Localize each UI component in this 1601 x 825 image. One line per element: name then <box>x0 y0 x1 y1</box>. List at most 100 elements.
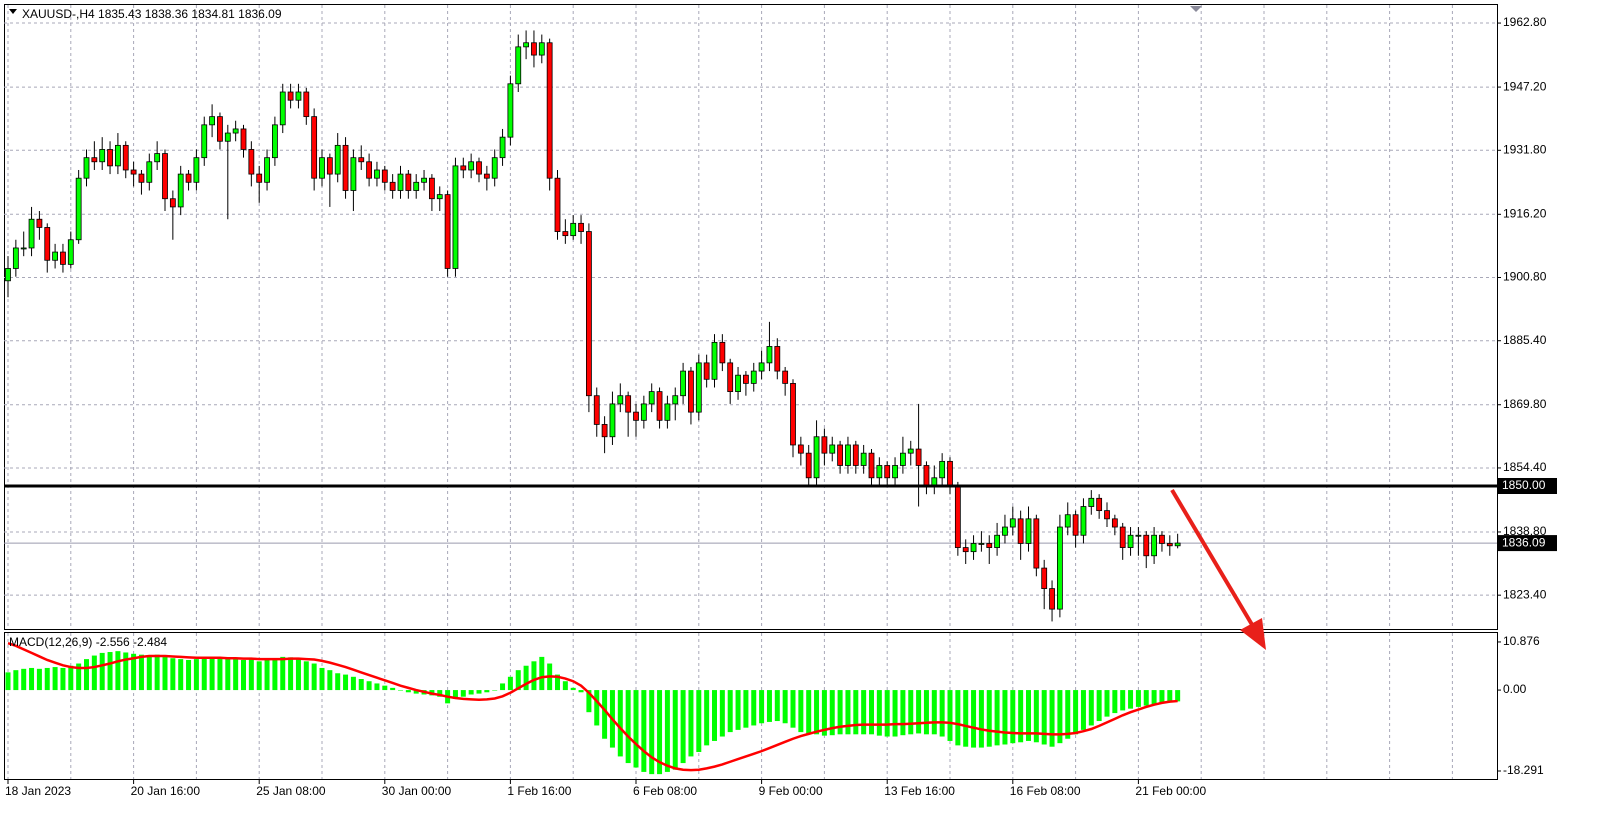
x-tick-label: 20 Jan 16:00 <box>131 784 201 798</box>
candle-body <box>719 341 726 364</box>
candle-body <box>232 128 239 134</box>
macd-bar <box>366 681 372 691</box>
candle-body <box>201 124 208 159</box>
candle-body <box>1072 514 1079 536</box>
macd-bar <box>36 668 42 691</box>
candle-body <box>805 452 812 479</box>
candle-body <box>1174 542 1181 547</box>
macd-bar <box>853 690 859 735</box>
macd-bar <box>704 690 710 746</box>
y-tick-label: 1869.80 <box>1503 397 1547 411</box>
macd-bar <box>939 690 945 737</box>
macd-bar <box>916 690 922 734</box>
macd-bar <box>1120 690 1126 711</box>
candle-body <box>350 157 357 191</box>
macd-bar <box>343 674 349 691</box>
candle-body <box>1135 534 1142 537</box>
macd-bar <box>1151 690 1157 705</box>
candle-body <box>586 231 592 397</box>
macd-bar <box>138 654 144 691</box>
candle-body <box>962 547 969 553</box>
candle-body <box>680 370 686 397</box>
macd-bar <box>225 658 231 691</box>
macd-bar <box>602 690 608 739</box>
macd-bar <box>735 690 741 730</box>
candle-body <box>892 465 898 479</box>
macd-bar <box>468 690 474 695</box>
candle-body <box>499 136 506 159</box>
macd-bar <box>900 690 906 736</box>
candle-body <box>12 247 19 269</box>
candle-body <box>1080 506 1087 536</box>
y-tick-label: 1947.20 <box>1503 79 1547 93</box>
candle-body <box>1127 534 1134 548</box>
macd-bar <box>1088 690 1094 726</box>
candle-body <box>1002 526 1008 536</box>
macd-bar <box>123 652 129 691</box>
candle-body <box>1143 534 1150 557</box>
x-tick-label: 21 Feb 00:00 <box>1135 784 1206 798</box>
macd-bar <box>1018 690 1024 743</box>
candle-body <box>797 444 804 454</box>
candle-body <box>735 374 741 393</box>
macd-bar <box>1073 690 1079 735</box>
candle-body <box>303 91 310 118</box>
candle-body <box>374 169 380 179</box>
candle-body <box>1064 514 1071 528</box>
macd-bar <box>131 653 137 691</box>
x-tick-label: 30 Jan 00:00 <box>382 784 452 798</box>
macd-bar <box>217 658 223 691</box>
candle-body <box>1057 526 1063 610</box>
candle-body <box>1151 534 1157 557</box>
candle-body <box>1096 497 1103 512</box>
macd-bar <box>413 690 419 694</box>
y-tick-label: 1916.20 <box>1503 206 1547 220</box>
candle-body <box>154 153 161 163</box>
macd-bar <box>759 690 765 724</box>
y-tick-label: 1838.80 <box>1503 524 1547 538</box>
macd-bar <box>91 655 97 691</box>
macd-bar <box>5 672 11 691</box>
candle-body <box>28 218 35 249</box>
candle-body <box>578 222 584 232</box>
candle-body <box>617 395 624 405</box>
macd-bar <box>13 670 19 691</box>
macd-bar <box>1026 690 1031 741</box>
macd-bar <box>641 690 647 772</box>
candle-body <box>20 247 27 250</box>
y-tick-label: 1823.40 <box>1503 587 1547 601</box>
y-tick-label: -18.291 <box>1503 763 1544 777</box>
candle-body <box>570 222 577 237</box>
trend-arrow-head <box>1240 618 1266 650</box>
candle-body <box>758 362 765 372</box>
candle-body <box>907 448 914 454</box>
macd-bar <box>186 659 192 691</box>
macd-bar <box>657 690 663 775</box>
macd-bar <box>1175 690 1181 702</box>
candle-body <box>99 149 106 163</box>
macd-bar <box>617 690 623 757</box>
candle-body <box>538 42 545 56</box>
macd-bar <box>570 687 576 691</box>
macd-bar <box>178 659 184 691</box>
candle-body <box>593 395 600 425</box>
candle-body <box>397 173 404 191</box>
macd-bar <box>476 690 482 694</box>
candle-body <box>915 448 922 466</box>
candle-body <box>67 239 74 265</box>
x-tick-label: 13 Feb 16:00 <box>884 784 955 798</box>
macd-bar <box>209 657 215 691</box>
candle-body <box>648 391 655 405</box>
last-price-label: 1836.09 <box>1502 535 1546 549</box>
macd-bar <box>1159 690 1165 704</box>
macd-bar <box>1080 690 1086 730</box>
candle-body <box>177 173 184 208</box>
candle-body <box>75 177 82 241</box>
macd-bar <box>84 659 89 691</box>
candle-body <box>829 444 836 454</box>
macd-bar <box>1049 690 1055 747</box>
macd-bar <box>1010 690 1016 744</box>
macd-bar <box>201 658 207 691</box>
candle-body <box>688 370 694 413</box>
